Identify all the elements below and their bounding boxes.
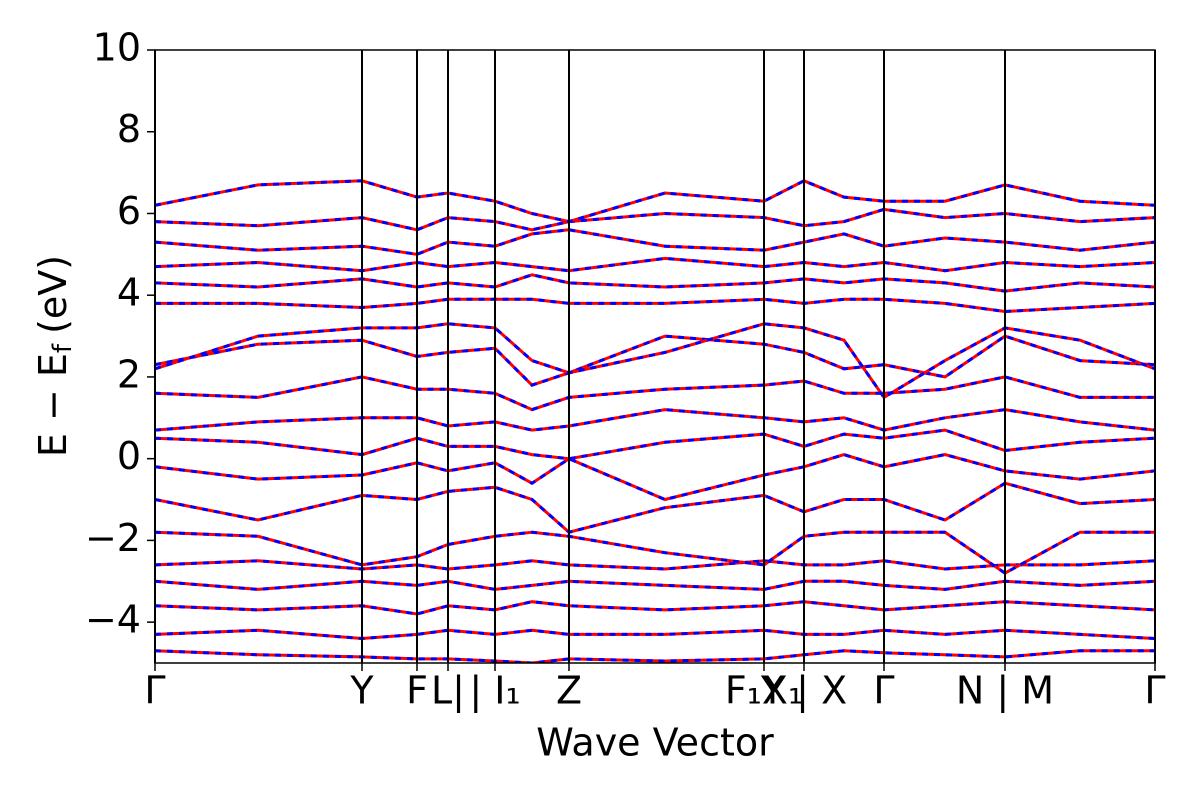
x-tick-label: N | M — [956, 669, 1054, 714]
band-line — [155, 207, 1155, 232]
x-tick-label: Γ — [873, 669, 894, 713]
band-line — [155, 273, 1155, 293]
band-line — [155, 408, 1155, 432]
band-line — [155, 256, 1155, 273]
x-tick-label: L| — [431, 669, 465, 714]
y-tick-label: −2 — [85, 516, 141, 560]
y-tick-label: 2 — [117, 352, 141, 396]
band-line — [155, 649, 1155, 663]
band-line — [155, 428, 1155, 461]
band-line — [155, 179, 1155, 224]
x-tick-label: | I₁ — [469, 669, 520, 714]
y-axis-label: E − Ef (eV) — [31, 255, 78, 457]
x-tick-label: Y | X — [760, 669, 847, 714]
x-tick-label: Z — [556, 669, 582, 713]
y-label-main: E − E — [31, 353, 75, 457]
band-line — [155, 375, 1155, 412]
band-line — [155, 628, 1155, 641]
band-line — [155, 579, 1155, 591]
y-tick-label: 4 — [117, 271, 141, 315]
y-label-unit: (eV) — [31, 255, 75, 334]
band-line — [155, 297, 1155, 314]
x-tick-label: Γ — [1144, 669, 1165, 713]
band-line — [155, 481, 1155, 534]
y-tick-label: 6 — [117, 189, 141, 233]
y-tick-label: 0 — [117, 434, 141, 478]
band-line — [155, 228, 1155, 256]
x-tick-label: Y — [349, 669, 374, 713]
band-line — [155, 559, 1155, 571]
y-tick-label: 8 — [117, 107, 141, 151]
x-tick-label: F — [406, 669, 428, 713]
band-line — [155, 453, 1155, 502]
y-label-sub: f — [48, 343, 78, 353]
plot-frame — [154, 49, 1156, 664]
y-tick-label: −4 — [85, 598, 141, 642]
y-tick-label: 10 — [93, 26, 141, 70]
band-line — [155, 322, 1155, 400]
band-line — [155, 334, 1155, 387]
x-axis-label: Wave Vector — [536, 721, 774, 765]
band-line — [155, 600, 1155, 616]
band-line — [155, 530, 1155, 575]
x-tick-label: F₁X₁ — [725, 669, 803, 713]
x-tick-label: Γ — [144, 669, 165, 713]
